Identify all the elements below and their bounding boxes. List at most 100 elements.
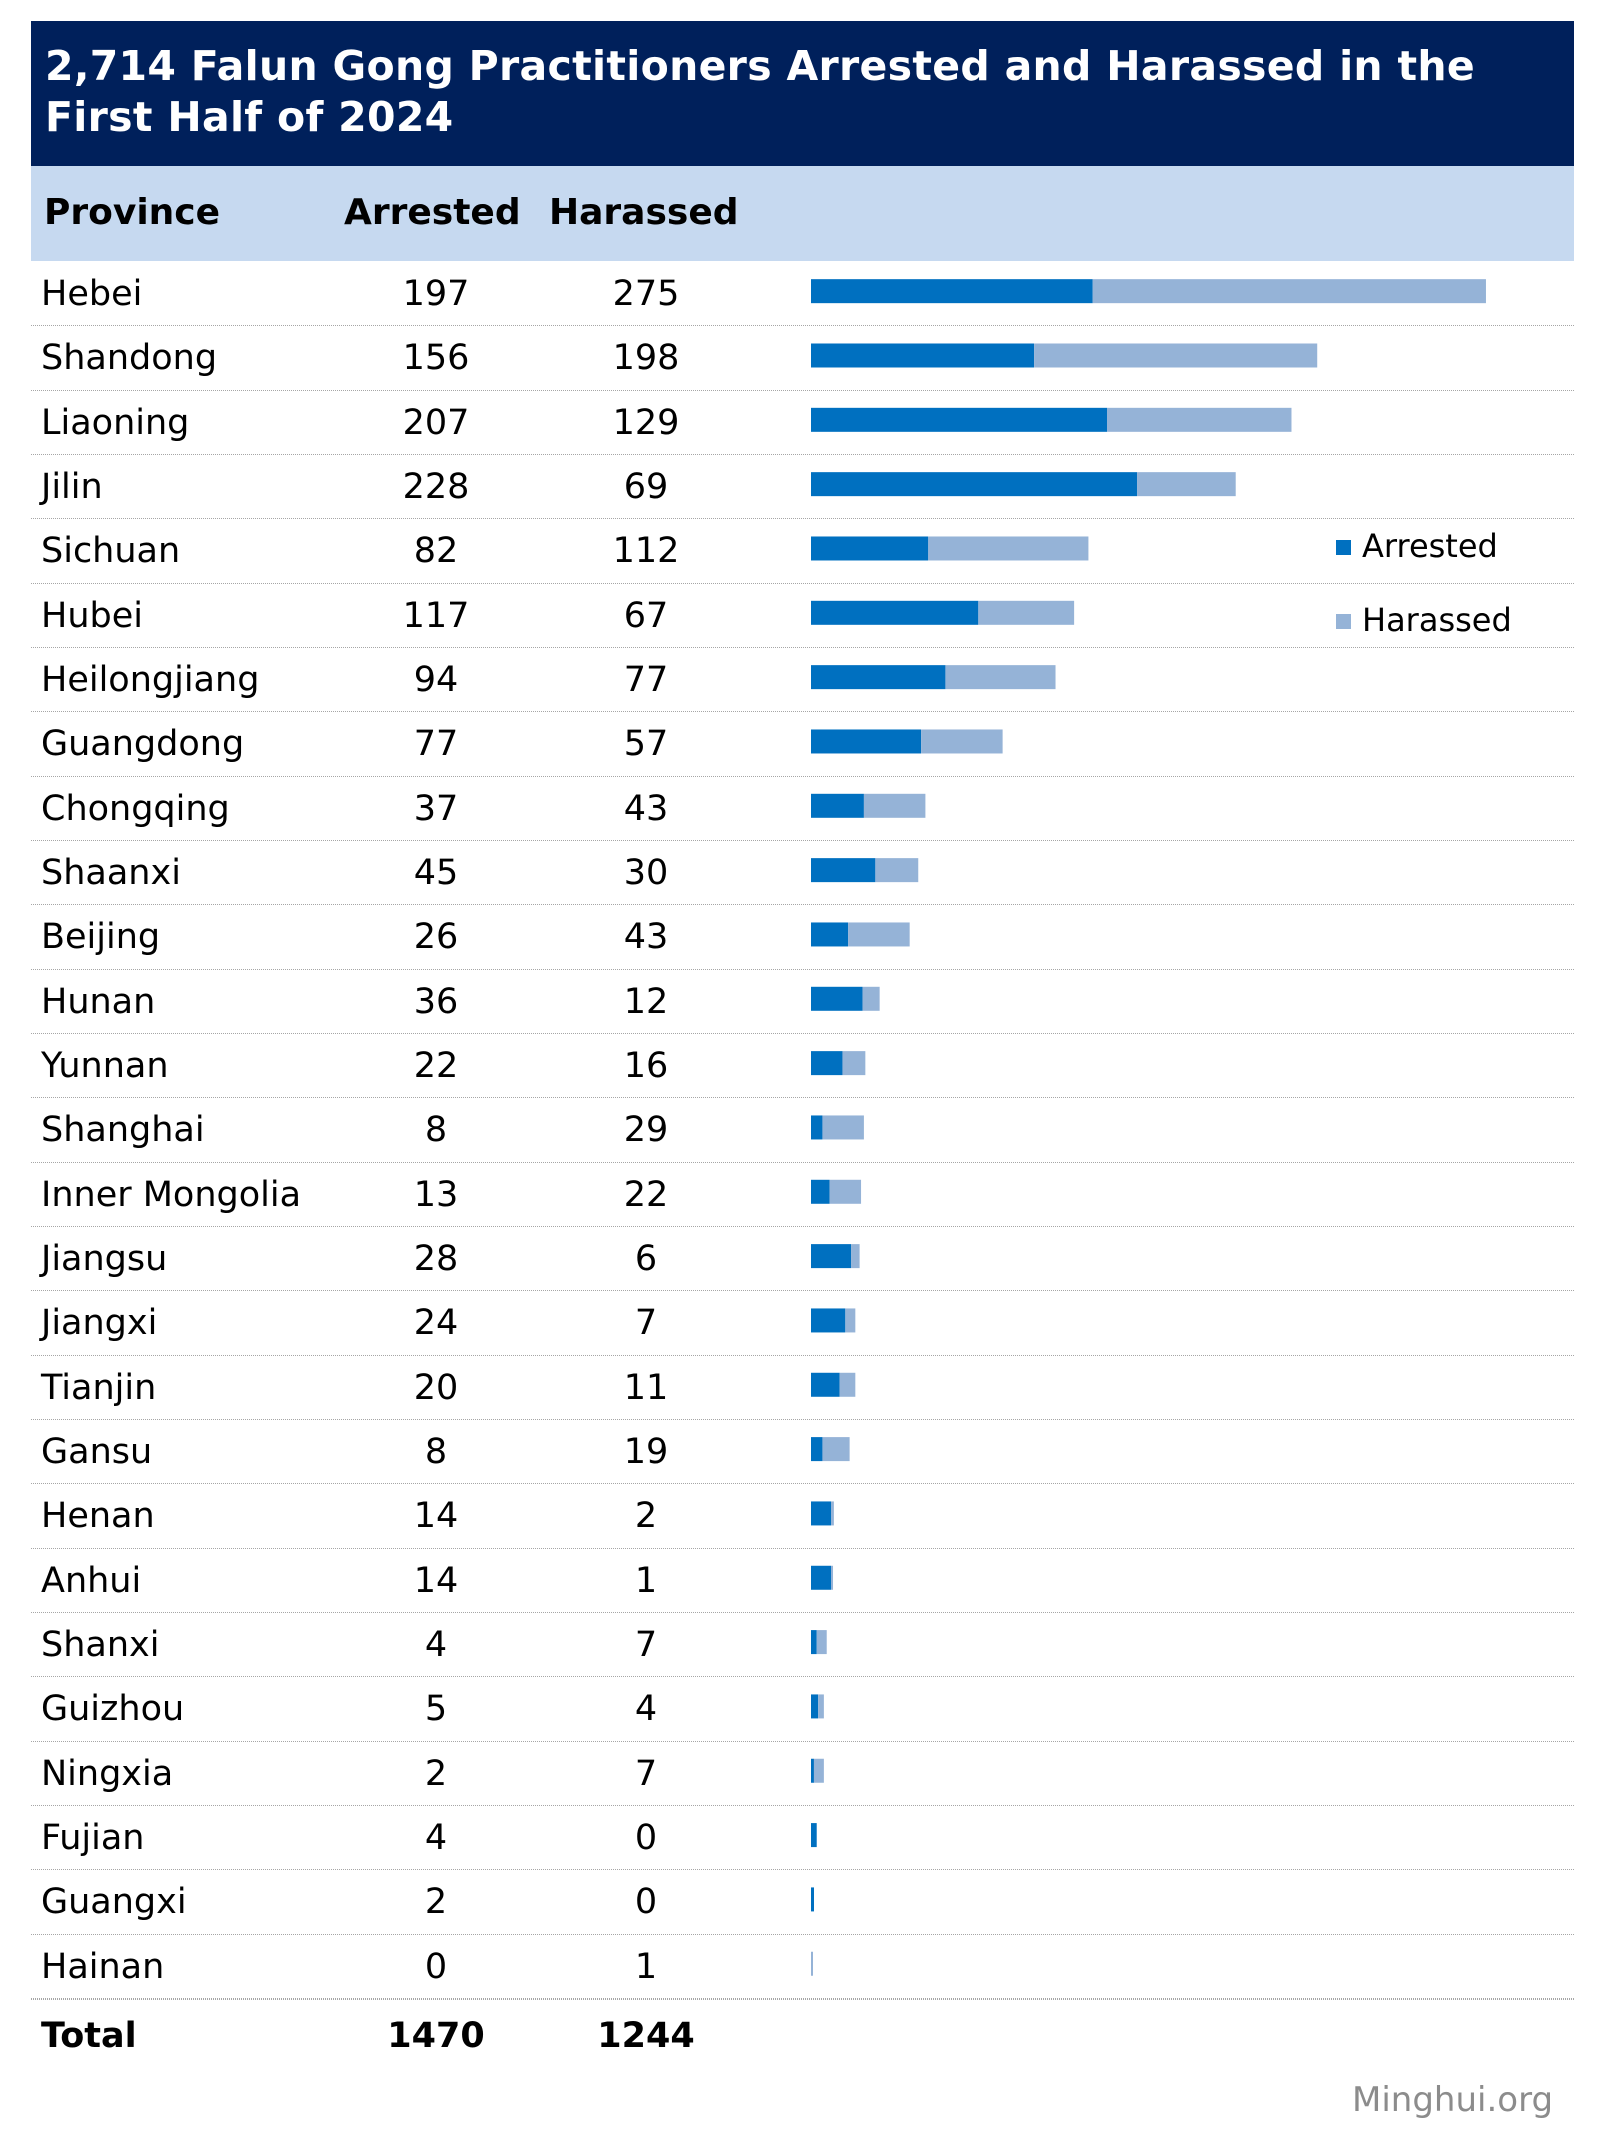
row-divider: [31, 1998, 1574, 2000]
harassed-value: 4: [634, 1689, 658, 1730]
table-header-band: [31, 166, 1574, 261]
bar-harassed: [921, 729, 1003, 754]
table-row: Hainan 0 1: [31, 1935, 1574, 1999]
table-row: Hunan 36 12: [31, 970, 1574, 1034]
harassed-value: 275: [612, 274, 680, 314]
row-divider: [31, 1611, 1574, 1613]
row-divider: [31, 325, 1574, 327]
row-divider: [31, 1225, 1574, 1227]
row-divider: [31, 1483, 1574, 1485]
bar-arrested: [811, 600, 979, 625]
harassed-value: 69: [623, 466, 669, 507]
bar-arrested: [811, 986, 863, 1011]
row-divider: [31, 1161, 1574, 1163]
harassed-value: 2: [634, 1496, 658, 1537]
total-label: Total: [41, 2016, 137, 2056]
arrested-value: 228: [402, 466, 470, 507]
arrested-value: 207: [402, 402, 470, 443]
arrested-value: 2: [424, 1882, 448, 1923]
row-divider: [31, 1032, 1574, 1034]
arrested-value: 197: [402, 274, 470, 314]
province-name: Henan: [41, 1496, 155, 1537]
harassed-value: 198: [612, 338, 680, 379]
bar-harassed: [1034, 343, 1318, 368]
bar-arrested: [811, 665, 946, 690]
legend-label-arrested: Arrested: [1362, 527, 1498, 565]
table-row: Beijing 26 43: [31, 905, 1574, 970]
harassed-value: 19: [623, 1431, 669, 1472]
table-row: Jilin 228 69: [31, 455, 1574, 520]
table-row: Shaanxi 45 30: [31, 841, 1574, 906]
bar-arrested: [811, 1115, 823, 1140]
table-row: Hubei 117 67: [31, 584, 1574, 648]
harassed-value: 22: [623, 1174, 669, 1215]
bar-harassed: [875, 858, 919, 883]
table-row: Heilongjiang 94 77: [31, 648, 1574, 713]
arrested-value: 22: [413, 1045, 459, 1086]
bar-arrested: [811, 1179, 830, 1204]
bar-arrested: [811, 793, 864, 818]
province-name: Guizhou: [41, 1689, 185, 1730]
bar-harassed: [811, 1951, 813, 1976]
province-name: Shanghai: [41, 1110, 205, 1151]
province-name: Heilongjiang: [41, 659, 260, 700]
bar-arrested: [811, 1565, 832, 1590]
harassed-value: 11: [623, 1367, 669, 1408]
row-divider: [31, 1933, 1574, 1935]
title-banner: 2,714 Falun Gong Practitioners Arrested …: [31, 21, 1574, 166]
harassed-value: 1: [634, 1560, 658, 1601]
table-row: Jiangsu 28 6: [31, 1227, 1574, 1292]
province-name: Ningxia: [41, 1753, 174, 1794]
header-arrested: Arrested: [344, 192, 521, 233]
province-name: Hubei: [41, 595, 143, 636]
row-divider: [31, 775, 1574, 777]
province-name: Hunan: [41, 981, 156, 1022]
legend-label-harassed: Harassed: [1362, 601, 1512, 639]
table-row: Hebei 197 275: [31, 262, 1574, 327]
bar-harassed: [829, 1179, 862, 1204]
row-divider: [31, 1676, 1574, 1678]
harassed-value: 30: [623, 852, 669, 893]
bar-harassed: [831, 1501, 834, 1526]
bar-harassed: [822, 1115, 864, 1140]
table-row: Sichuan 82 112: [31, 519, 1574, 584]
province-name: Shanxi: [41, 1624, 160, 1665]
row-divider: [31, 1869, 1574, 1871]
harassed-value: 7: [634, 1753, 658, 1794]
bar-harassed: [818, 1694, 824, 1719]
bar-arrested: [811, 1051, 843, 1076]
row-divider: [31, 1547, 1574, 1549]
province-name: Anhui: [41, 1560, 142, 1601]
table-row: Gansu 8 19: [31, 1420, 1574, 1485]
bar-harassed: [822, 1437, 850, 1462]
row-divider: [31, 1804, 1574, 1806]
total-row: Total 1470 1244: [31, 2004, 1574, 2068]
harassed-value: 0: [634, 1882, 658, 1923]
bar-arrested: [811, 1501, 832, 1526]
arrested-value: 5: [424, 1689, 448, 1730]
harassed-value: 16: [623, 1045, 669, 1086]
province-name: Jiangxi: [41, 1303, 158, 1344]
bar-harassed: [1092, 279, 1486, 304]
arrested-value: 26: [413, 917, 459, 958]
province-name: Beijing: [41, 917, 161, 958]
watermark: Minghui.org: [1352, 2080, 1554, 2120]
row-divider: [31, 839, 1574, 841]
row-divider: [31, 389, 1574, 391]
bar-arrested: [811, 1437, 823, 1462]
bar-arrested: [811, 729, 922, 754]
row-divider: [31, 582, 1574, 584]
arrested-value: 37: [413, 788, 459, 829]
province-name: Sichuan: [41, 531, 181, 572]
legend-swatch-harassed: [1336, 614, 1351, 629]
bar-arrested: [811, 1308, 846, 1333]
arrested-value: 117: [402, 595, 470, 636]
row-divider: [31, 1997, 1574, 1999]
table-row: Ningxia 2 7: [31, 1742, 1574, 1806]
bar-arrested: [811, 922, 849, 947]
province-name: Hainan: [41, 1946, 165, 1987]
province-name: Jiangsu: [41, 1238, 168, 1279]
province-name: Tianjin: [41, 1367, 157, 1408]
harassed-value: 12: [623, 981, 669, 1022]
